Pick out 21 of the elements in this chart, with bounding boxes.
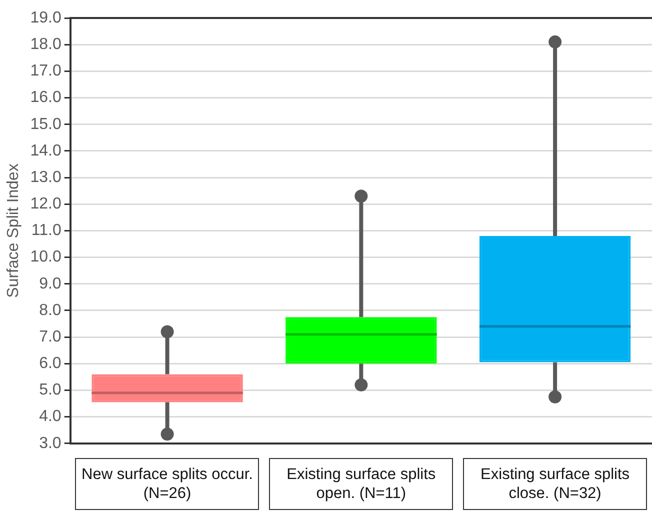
y-tick-label: 13.0: [30, 168, 62, 186]
y-tick-label: 6.0: [39, 355, 62, 372]
y-tick-label: 3.0: [39, 434, 62, 452]
y-tick-label: 18.0: [30, 36, 62, 53]
y-tick-label: 14.0: [30, 142, 62, 160]
y-tick-label: 12.0: [30, 196, 62, 213]
y-tick-label: 19.0: [30, 9, 62, 26]
x-tick-label: New surface splits occur. (N=26): [75, 458, 260, 510]
y-tick-label: 7.0: [39, 328, 62, 346]
y-tick-label: 15.0: [30, 116, 62, 133]
y-tick-label: 8.0: [39, 302, 62, 319]
x-tick-label: Existing surface splits open. (N=11): [269, 458, 454, 510]
y-axis-title: Surface Split Index: [5, 164, 22, 298]
y-tick-label: 4.0: [39, 408, 62, 426]
y-tick-label: 10.0: [30, 248, 62, 266]
y-tick-label: 16.0: [30, 89, 62, 106]
y-tick-label: 17.0: [30, 62, 62, 80]
y-tick-label: 5.0: [39, 382, 62, 399]
x-tick-label: Existing surface splits close. (N=32): [463, 458, 647, 510]
y-tick-label: 9.0: [39, 275, 62, 292]
y-tick-label: 11.0: [31, 222, 62, 240]
